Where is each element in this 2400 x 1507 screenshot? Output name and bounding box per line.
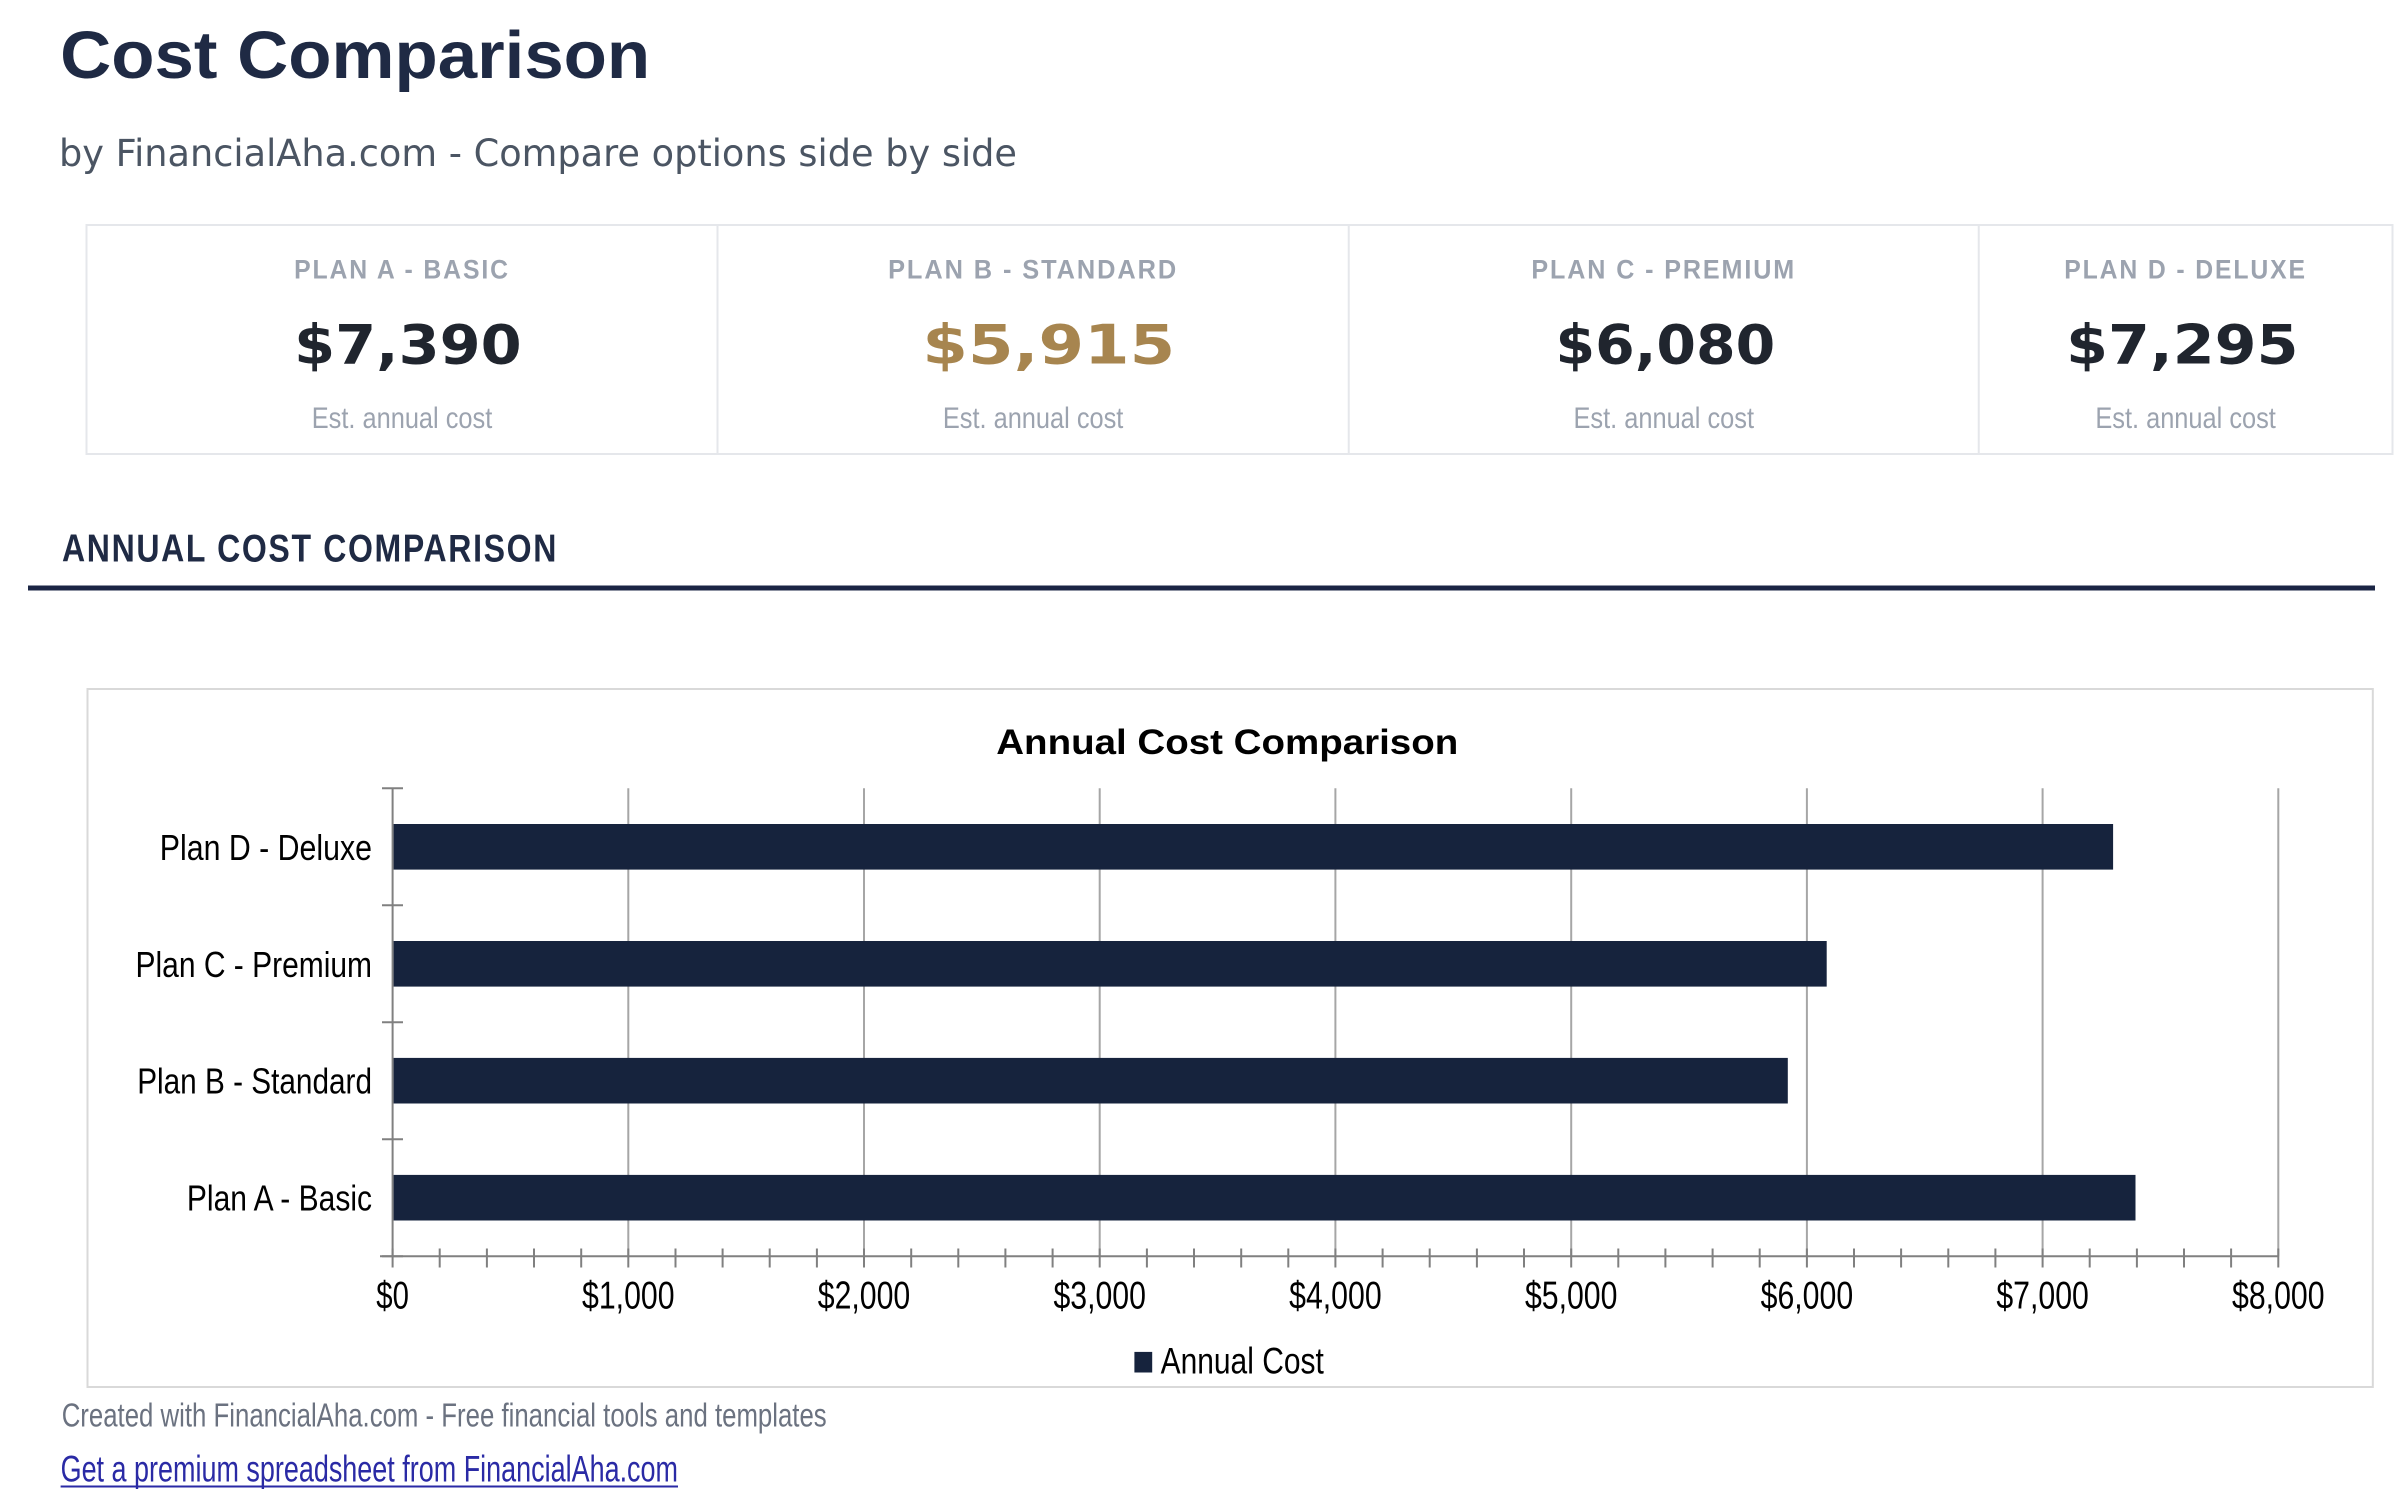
svg-text:Annual Cost: Annual Cost	[1161, 1340, 1325, 1382]
svg-text:$8,000: $8,000	[2232, 1274, 2325, 1317]
svg-text:Get a premium spreadsheet from: Get a premium spreadsheet from Financial…	[61, 1448, 678, 1489]
svg-text:Est. annual cost: Est. annual cost	[1574, 402, 1755, 435]
svg-text:Plan A - Basic: Plan A - Basic	[187, 1178, 372, 1219]
svg-text:$0: $0	[376, 1274, 409, 1317]
svg-text:PLAN D - DELUXE: PLAN D - DELUXE	[2064, 255, 2307, 285]
svg-text:PLAN B - STANDARD: PLAN B - STANDARD	[888, 255, 1178, 285]
svg-text:Est. annual cost: Est. annual cost	[2095, 402, 2276, 435]
svg-text:Est. annual cost: Est. annual cost	[943, 402, 1124, 435]
svg-text:$6,080: $6,080	[1556, 314, 1776, 377]
svg-text:$7,390: $7,390	[294, 314, 522, 377]
svg-text:$2,000: $2,000	[818, 1274, 911, 1317]
svg-text:$5,915: $5,915	[922, 314, 1175, 377]
svg-text:$3,000: $3,000	[1053, 1274, 1146, 1317]
svg-text:$5,000: $5,000	[1525, 1274, 1618, 1317]
svg-text:PLAN C - PREMIUM: PLAN C - PREMIUM	[1531, 255, 1796, 285]
svg-text:Cost Comparison: Cost Comparison	[60, 18, 650, 93]
svg-text:Plan C - Premium: Plan C - Premium	[136, 944, 373, 985]
svg-text:PLAN A - BASIC: PLAN A - BASIC	[294, 255, 510, 285]
svg-text:$1,000: $1,000	[582, 1274, 675, 1317]
svg-text:Annual Cost Comparison: Annual Cost Comparison	[996, 723, 1458, 762]
svg-text:$4,000: $4,000	[1289, 1274, 1382, 1317]
svg-text:ANNUAL COST COMPARISON: ANNUAL COST COMPARISON	[62, 527, 558, 570]
svg-text:by FinancialAha.com - Compare: by FinancialAha.com - Compare options si…	[59, 132, 1017, 175]
svg-text:Plan D - Deluxe: Plan D - Deluxe	[160, 827, 372, 868]
svg-text:Created with FinancialAha.com: Created with FinancialAha.com - Free fin…	[62, 1397, 827, 1434]
svg-text:Plan B - Standard: Plan B - Standard	[137, 1061, 372, 1102]
svg-text:$6,000: $6,000	[1761, 1274, 1854, 1317]
svg-text:Est. annual cost: Est. annual cost	[312, 402, 493, 435]
svg-text:$7,295: $7,295	[2066, 314, 2298, 377]
svg-text:$7,000: $7,000	[1996, 1274, 2089, 1317]
